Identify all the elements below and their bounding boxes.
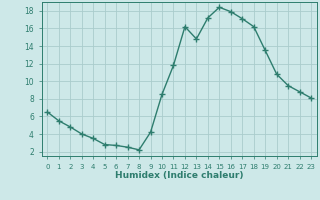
X-axis label: Humidex (Indice chaleur): Humidex (Indice chaleur) (115, 171, 244, 180)
